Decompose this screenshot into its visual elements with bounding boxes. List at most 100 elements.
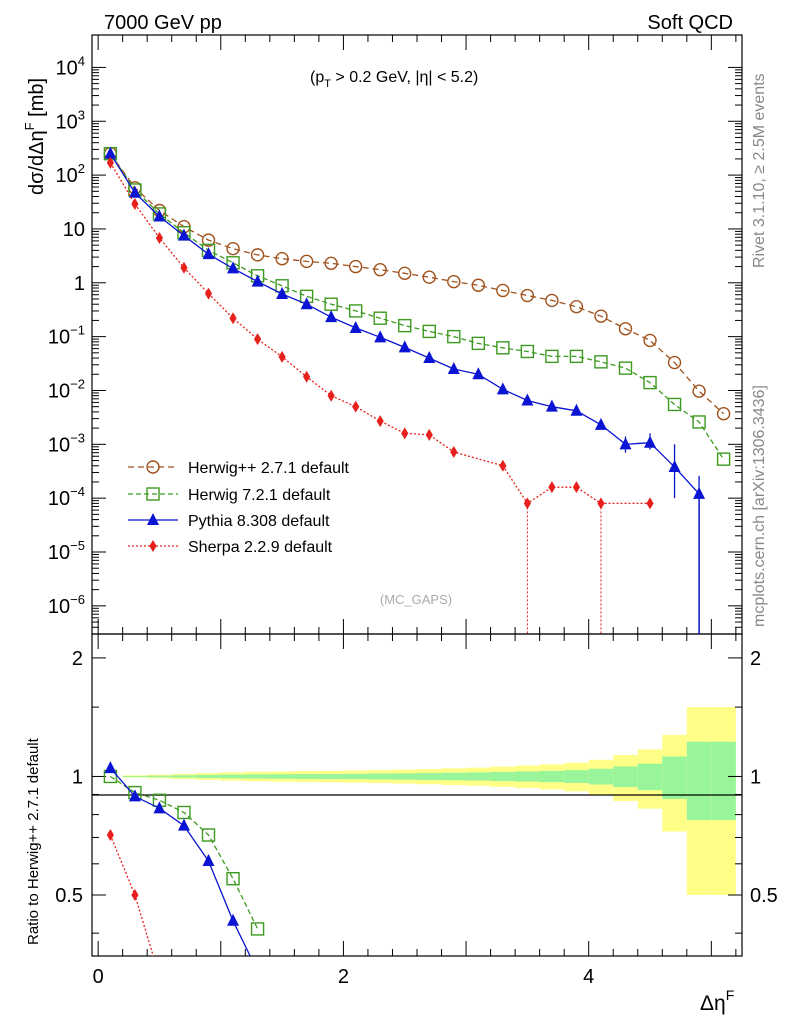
y-tick-label: 104 xyxy=(56,53,85,79)
ratio-uncertainty-band xyxy=(122,707,736,895)
marker-triangle xyxy=(374,330,387,343)
legend-entry: Sherpa 2.2.9 default xyxy=(188,539,333,556)
marker-diamond xyxy=(149,540,157,552)
marker-circle xyxy=(201,233,216,247)
band-inner xyxy=(539,770,565,783)
band-inner xyxy=(613,766,638,788)
marker-circle xyxy=(226,241,240,256)
marker-triangle xyxy=(227,913,240,926)
marker-diamond xyxy=(106,156,114,169)
marker-circle xyxy=(520,288,535,303)
ratio-plot-series xyxy=(103,761,265,983)
marker-triangle xyxy=(251,274,264,287)
marker-square xyxy=(692,415,706,429)
band-inner xyxy=(662,756,687,800)
marker-square xyxy=(146,487,160,501)
marker-circle xyxy=(618,322,633,336)
band-inner xyxy=(318,773,344,780)
marker-circle xyxy=(496,283,510,298)
band-inner xyxy=(367,773,393,780)
marker-triangle xyxy=(545,399,558,412)
x-tick-label: 0 xyxy=(93,966,104,988)
axis-tick-labels: 10 1 104 103 102 10−1 10−2 10−3 10−4 10−5 10−6 0 2 4 2… xyxy=(48,53,778,988)
marker-square xyxy=(594,355,608,369)
marker-triangle xyxy=(398,340,411,353)
marker-diamond xyxy=(450,445,458,458)
band-inner xyxy=(588,768,614,785)
y-axis-label-ratio: Ratio to Herwig++ 2.7.1 default xyxy=(25,737,42,945)
ratio-series-diamond xyxy=(106,829,163,983)
y-tick-label: 10−2 xyxy=(48,376,85,402)
marker-diamond xyxy=(572,481,581,494)
marker-triangle xyxy=(128,789,141,802)
marker-square xyxy=(373,311,387,325)
marker-circle xyxy=(373,263,387,277)
marker-circle xyxy=(146,460,160,474)
marker-diamond xyxy=(180,261,188,274)
legend-entry: Pythia 8.308 default xyxy=(188,513,330,530)
y-axis-label-main: dσ/dΔηF [mb] xyxy=(22,78,48,195)
band-inner xyxy=(122,775,148,777)
ratio-tick-label: 1 xyxy=(72,766,83,788)
ratio-tick-label: 0.5 xyxy=(55,885,83,907)
marker-circle xyxy=(569,299,584,314)
legend-entry: Herwig++ 2.7.1 default xyxy=(188,460,350,477)
marker-diamond xyxy=(425,428,433,441)
marker-circle xyxy=(324,256,338,271)
x-tick-label: 4 xyxy=(583,966,594,988)
series-triangle xyxy=(104,146,706,499)
marker-square xyxy=(643,375,657,390)
marker-circle xyxy=(398,266,412,281)
band-inner xyxy=(490,771,516,782)
marker-diamond xyxy=(131,198,139,211)
marker-square xyxy=(447,329,461,344)
marker-triangle xyxy=(147,513,159,525)
y-tick-label: 10−6 xyxy=(48,592,85,618)
y-tick-label: 10−3 xyxy=(48,430,85,456)
marker-circle xyxy=(422,270,436,284)
marker-square xyxy=(471,336,486,351)
band-inner xyxy=(515,771,540,782)
marker-square xyxy=(496,341,510,355)
band-inner xyxy=(343,773,368,780)
marker-triangle xyxy=(570,403,583,416)
marker-triangle xyxy=(202,853,215,866)
x-tick-label: 2 xyxy=(338,966,349,988)
marker-triangle xyxy=(300,297,313,310)
marker-triangle xyxy=(202,247,215,260)
marker-circle xyxy=(471,278,486,292)
ratio-series-triangle xyxy=(104,761,264,976)
marker-triangle xyxy=(104,761,117,774)
marker-square xyxy=(520,344,535,359)
band-inner xyxy=(564,770,589,783)
marker-circle xyxy=(545,293,559,308)
marker-diamond xyxy=(156,971,163,983)
marker-circle xyxy=(447,274,461,289)
marker-diamond xyxy=(352,400,360,413)
marker-square xyxy=(667,397,682,412)
marker-circle xyxy=(692,384,706,398)
marker-diamond xyxy=(131,888,139,901)
marker-diamond xyxy=(401,427,409,440)
marker-triangle xyxy=(594,417,607,430)
marker-square xyxy=(716,452,731,466)
marker-triangle xyxy=(128,185,141,198)
marker-circle xyxy=(643,333,657,348)
marker-diamond xyxy=(253,333,262,346)
marker-circle xyxy=(348,259,363,274)
marker-diamond xyxy=(204,287,213,300)
y-tick-label: 10 xyxy=(63,219,85,241)
y-tick-label: 1 xyxy=(74,273,85,295)
y-tick-label: 102 xyxy=(56,161,85,187)
marker-square xyxy=(545,349,559,364)
band-inner xyxy=(466,772,491,781)
y-tick-label: 10−5 xyxy=(48,538,85,564)
marker-triangle xyxy=(496,382,509,395)
marker-triangle xyxy=(423,351,436,364)
ratio-line xyxy=(110,775,259,930)
marker-triangle xyxy=(325,310,338,323)
marker-square xyxy=(398,318,412,333)
marker-triangle xyxy=(252,964,264,976)
marker-square xyxy=(422,324,436,339)
y-tick-label: 10−1 xyxy=(48,323,85,349)
